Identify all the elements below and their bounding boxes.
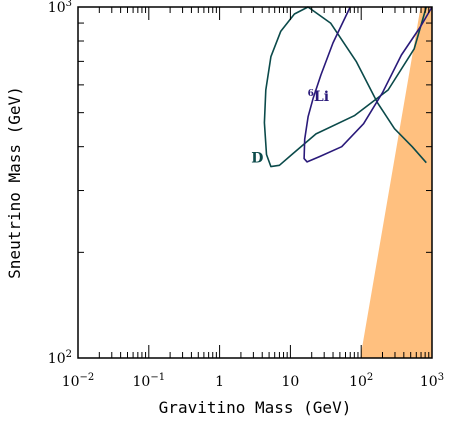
series-line-d — [263, 6, 428, 168]
x-tick-label: 102 — [349, 372, 373, 390]
y-axis-title: Sneutrino Mass (GeV) — [5, 86, 24, 279]
x-tick-label: 10−2 — [62, 372, 95, 390]
x-axis-title: Gravitino Mass (GeV) — [159, 398, 352, 417]
excluded-region-layer — [360, 7, 432, 358]
label-d: D — [251, 151, 263, 167]
contour-curves — [263, 6, 433, 168]
series-line-li6 — [303, 6, 433, 163]
x-tick-label: 1 — [215, 374, 224, 390]
tick-labels: 10−2 10−1 1 10 102 103 102 103 — [48, 0, 444, 390]
y-tick-label: 103 — [48, 0, 72, 16]
x-tick-label: 103 — [420, 372, 444, 390]
excluded-region — [360, 7, 432, 358]
x-tick-label: 10−1 — [133, 372, 166, 390]
curve-labels: D 6Li — [251, 89, 329, 167]
x-tick-label: 10 — [281, 374, 299, 390]
y-tick-label: 102 — [48, 349, 72, 367]
plot-frame — [77, 6, 433, 359]
label-li6: 6Li — [308, 89, 329, 105]
